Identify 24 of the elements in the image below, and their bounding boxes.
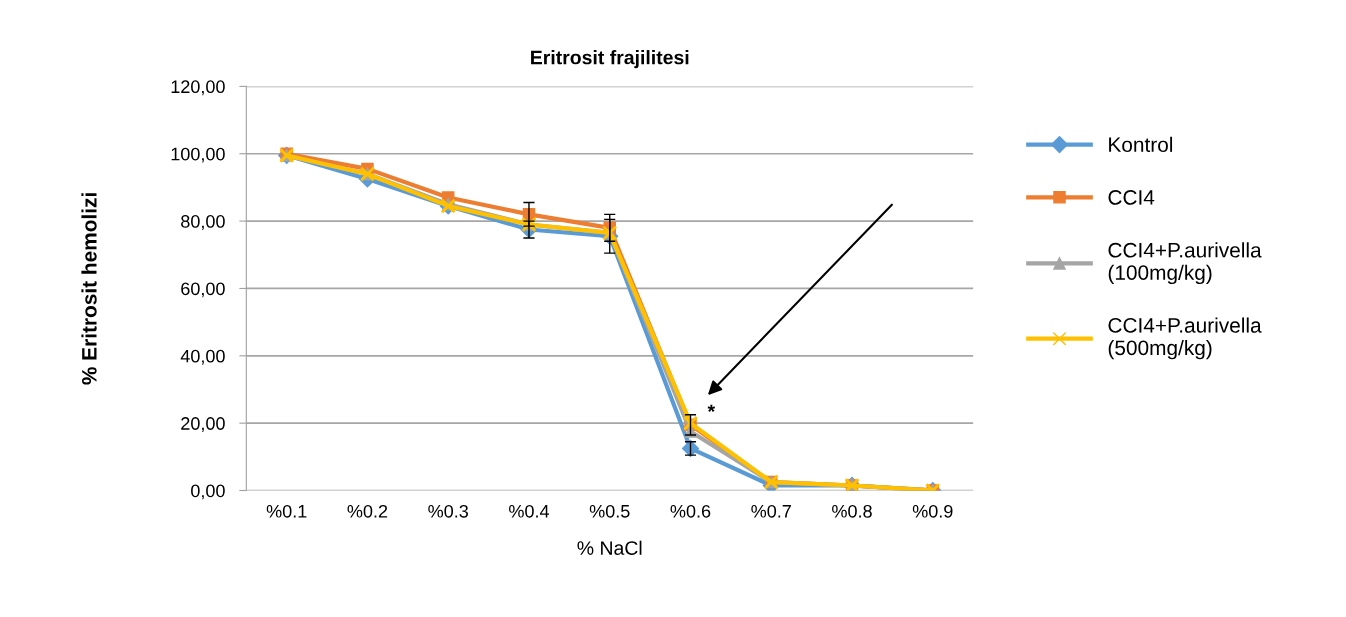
y-tick-label: 60,00	[181, 282, 225, 298]
annotation: *	[707, 404, 716, 412]
x-axis-title: % NaCl	[577, 540, 642, 555]
legend-label: CCI4+P.aurivella (100mg/kg)	[1108, 242, 1262, 285]
chart-title: Eritrosit frajilitesi	[531, 50, 689, 69]
x-tick-label: %0.5	[589, 504, 630, 518]
y-axis-title: % Eritrosit hemolizi	[81, 193, 97, 385]
x-tick-label: %0.4	[509, 504, 550, 518]
y-tick-label: 20,00	[181, 417, 225, 433]
legend-label: Kontrol	[1109, 136, 1173, 153]
y-tick-label: 100,00	[171, 147, 225, 163]
x-tick-label: %0.9	[912, 504, 953, 518]
x-tick-label: %0.1	[266, 504, 307, 518]
x-tick-label: %0.8	[832, 504, 872, 518]
legend-label: CCI4+P.aurivella (500mg/kg)	[1108, 317, 1262, 360]
x-tick-label: %0.7	[751, 504, 791, 518]
x-tick-label: %0.3	[428, 504, 468, 518]
y-tick-label: 40,00	[180, 349, 225, 365]
legend-label: CCI4	[1108, 190, 1155, 205]
y-tick-label: 120,00	[171, 80, 225, 96]
x-tick-label: %0.2	[347, 504, 388, 518]
y-tick-label: 0,00	[191, 484, 225, 500]
x-tick-label: %0.6	[670, 504, 711, 518]
y-tick-label: 80,00	[181, 215, 225, 230]
